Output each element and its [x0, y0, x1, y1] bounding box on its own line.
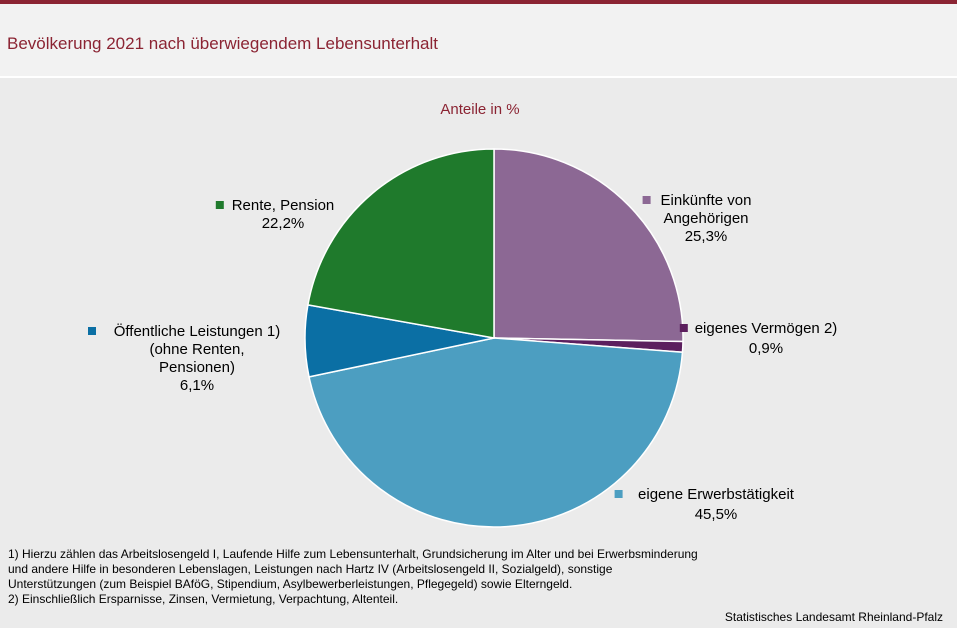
pie-slice-5 [307, 148, 495, 339]
slice-value-label-2: 0,9% [749, 340, 783, 357]
slice-value-label-4: 6,1% [180, 377, 214, 394]
legend-marker-5 [215, 201, 224, 209]
slice-category-label-4: Öffentliche Leistungen 1) [114, 322, 281, 340]
chart-subtitle: Anteile in % [440, 101, 519, 118]
legend-marker-2 [679, 324, 688, 332]
slice-category-label-3: eigene Erwerbstätigkeit [638, 486, 795, 503]
legend-marker-3 [614, 490, 623, 498]
page-title: Bevölkerung 2021 nach überwiegendem Lebe… [7, 34, 438, 53]
slice-value-label-5: 22,2% [262, 215, 305, 232]
pie-slice-3 [308, 337, 684, 528]
slice-value-label-1: 25,3% [685, 228, 728, 245]
slice-category-label-4: Pensionen) [159, 359, 235, 376]
footnote-1: 1) Hierzu zählen das Arbeitslosengeld I,… [8, 547, 698, 591]
top-accent-bar [0, 0, 957, 4]
legend-marker-4 [88, 327, 96, 335]
pie-slice-1 [493, 148, 684, 343]
footnotes: 1) Hierzu zählen das Arbeitslosengeld I,… [8, 547, 698, 607]
slice-category-label-1: Einkünfte von [661, 192, 752, 209]
slice-value-label-3: 45,5% [695, 506, 738, 523]
footnote-2: 2) Einschließlich Ersparnisse, Zinsen, V… [8, 592, 399, 606]
header: Bevölkerung 2021 nach überwiegendem Lebe… [0, 4, 957, 78]
slice-category-label-5: Rente, Pension [232, 197, 335, 214]
legend-marker-1 [642, 196, 651, 204]
source-credit: Statistisches Landesamt Rheinland-Pfalz [724, 610, 943, 624]
slice-category-label-1: Angehörigen [663, 210, 748, 227]
slice-category-label-4: (ohne Renten, [149, 341, 244, 358]
slice-category-label-2: eigenes Vermögen 2) [695, 320, 838, 337]
